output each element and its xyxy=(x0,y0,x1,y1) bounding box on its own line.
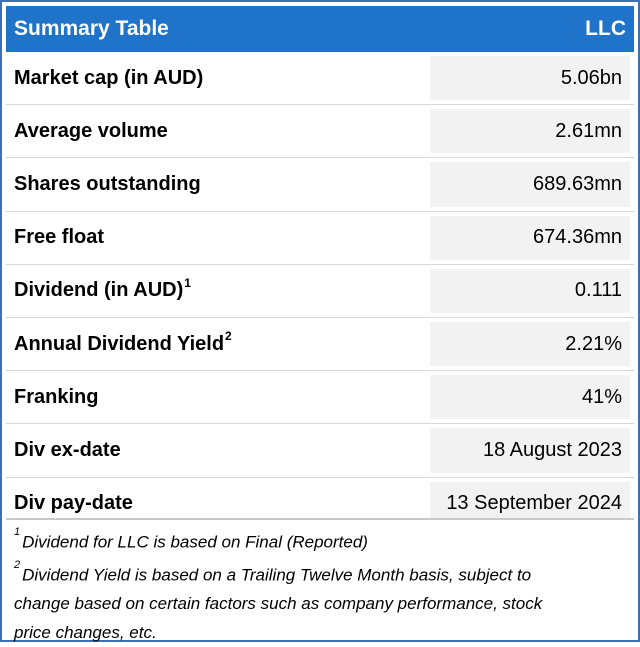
table-row: Average volume 2.61mn xyxy=(6,105,634,159)
row-label: Div pay-date xyxy=(14,478,133,530)
footnote-text: price changes, etc. xyxy=(14,623,157,643)
row-label-text: Market cap (in AUD) xyxy=(14,66,204,89)
table-header: Summary Table LLC xyxy=(6,6,634,52)
row-label: Market cap (in AUD) xyxy=(14,52,203,104)
footnote-ref: 1 xyxy=(184,275,191,290)
row-value: 2.61mn xyxy=(430,109,630,154)
footnote-2-continued: price changes, etc. xyxy=(14,618,626,647)
row-label-text: Shares outstanding xyxy=(14,172,201,195)
table-row: Div pay-date 13 September 2024 xyxy=(6,478,634,531)
footnote-2-continued: change based on certain factors such as … xyxy=(14,589,626,618)
row-value: 41% xyxy=(430,375,630,420)
row-label-text: Dividend (in AUD) xyxy=(14,279,184,302)
row-label-text: Annual Dividend Yield xyxy=(14,332,225,355)
ticker-label: LLC xyxy=(585,17,626,40)
table-body: Market cap (in AUD) 5.06bn Average volum… xyxy=(6,52,634,531)
row-value: 13 September 2024 xyxy=(430,481,630,526)
row-label-text: Free float xyxy=(14,226,105,249)
row-value: 674.36mn xyxy=(430,215,630,260)
table-title: Summary Table xyxy=(14,17,169,40)
row-label: Annual Dividend Yield 2 xyxy=(14,318,232,370)
row-value: 0.111 xyxy=(430,268,630,313)
row-label-text: Franking xyxy=(14,385,99,408)
footnote-ref: 2 xyxy=(225,329,232,344)
row-value: 18 August 2023 xyxy=(430,428,630,473)
table-row: Div ex-date 18 August 2023 xyxy=(6,424,634,478)
table-row: Shares outstanding 689.63mn xyxy=(6,158,634,212)
row-label: Div ex-date xyxy=(14,424,121,476)
footnote-1: 1Dividend for LLC is based on Final (Rep… xyxy=(14,524,626,557)
footnote-text: change based on certain factors such as … xyxy=(14,594,543,614)
row-label-text: Div ex-date xyxy=(14,438,121,461)
footnote-mark: 2 xyxy=(14,558,21,571)
footnote-text: Dividend Yield is based on a Trailing Tw… xyxy=(22,565,532,585)
table-row: Dividend (in AUD) 1 0.111 xyxy=(6,265,634,318)
row-label: Dividend (in AUD) 1 xyxy=(14,265,191,317)
row-label-text: Average volume xyxy=(14,119,168,142)
row-label: Shares outstanding xyxy=(14,158,201,210)
row-label-text: Div pay-date xyxy=(14,492,133,515)
footnotes: 1Dividend for LLC is based on Final (Rep… xyxy=(6,518,634,642)
table-row: Free float 674.36mn xyxy=(6,212,634,265)
row-label: Free float xyxy=(14,212,104,264)
row-value: 2.21% xyxy=(430,321,630,367)
row-value: 689.63mn xyxy=(430,162,630,207)
row-value: 5.06bn xyxy=(430,56,630,101)
table-row: Franking 41% xyxy=(6,371,634,425)
table-row: Market cap (in AUD) 5.06bn xyxy=(6,52,634,106)
footnote-mark: 1 xyxy=(14,526,21,538)
table-row: Annual Dividend Yield 2 2.21% xyxy=(6,318,634,372)
footnote-2: 2Dividend Yield is based on a Trailing T… xyxy=(14,557,626,590)
row-label: Average volume xyxy=(14,105,168,157)
row-label: Franking xyxy=(14,371,98,423)
footnote-text: Dividend for LLC is based on Final (Repo… xyxy=(22,532,368,552)
